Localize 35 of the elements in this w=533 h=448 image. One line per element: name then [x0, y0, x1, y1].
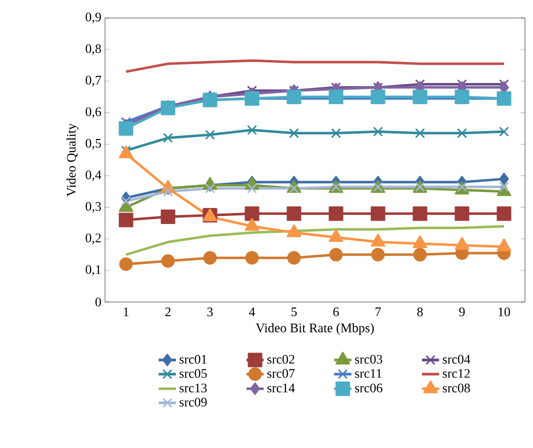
y-axis-title: Video Quality [66, 123, 78, 196]
y-tick-label: 0,7 [86, 76, 102, 86]
legend-label: src03 [355, 354, 382, 364]
legend-label: src12 [442, 369, 470, 378]
y-tick-label: 0,8 [86, 44, 101, 55]
legend-label: src08 [442, 384, 470, 392]
x-tick-label: 2 [165, 308, 171, 316]
x-tick-label: 9 [459, 308, 465, 316]
y-tick-label: 0,5 [86, 138, 101, 150]
y-tick-label: 0,2 [86, 234, 101, 244]
legend-label: src13 [180, 384, 207, 392]
legend-label: src05 [180, 369, 207, 378]
legend-label: src14 [267, 384, 295, 392]
y-tick-label: 0,3 [86, 202, 101, 213]
legend-label: src07 [267, 369, 295, 378]
y-tick-label: 0 [95, 298, 101, 306]
x-axis-title: Video Bit Rate (Mbps) [256, 323, 374, 335]
y-tick-label: 0,6 [86, 107, 102, 118]
x-tick-label: 3 [207, 308, 213, 316]
y-tick-label: 0,1 [86, 265, 101, 276]
legend-label: src04 [442, 354, 470, 364]
x-tick-label: 7 [376, 308, 381, 316]
legend-label: src02 [267, 354, 294, 364]
x-tick-label: 8 [417, 308, 423, 316]
x-tick-label: 6 [333, 308, 339, 316]
legend-label: src06 [355, 384, 382, 392]
x-tick-label: 4 [249, 308, 256, 316]
y-tick-label: 0,4 [86, 170, 102, 182]
x-tick-label: 10 [498, 308, 510, 316]
x-tick-label: 1 [124, 308, 128, 316]
legend-label: src01 [180, 354, 206, 364]
legend-label: src09 [180, 398, 207, 407]
legend-label: src11 [355, 369, 382, 378]
y-tick-label: 0,9 [86, 12, 101, 24]
x-tick-label: 5 [292, 308, 297, 316]
